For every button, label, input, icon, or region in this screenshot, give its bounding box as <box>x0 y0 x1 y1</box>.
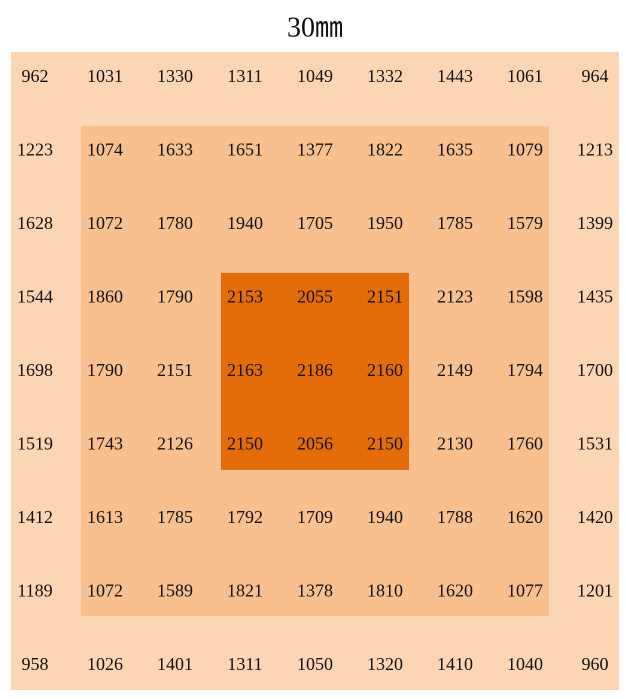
cell-value: 1940 <box>367 507 403 527</box>
cell-value: 1788 <box>437 507 473 527</box>
cell-value: 1579 <box>507 213 543 233</box>
cell-value: 1050 <box>297 654 333 674</box>
cell-value: 1332 <box>367 66 403 86</box>
cell-value: 1790 <box>157 287 193 307</box>
cell-value: 1189 <box>17 581 52 601</box>
cell-value: 1785 <box>157 507 193 527</box>
cell-value: 1420 <box>577 507 613 527</box>
cell-value: 1378 <box>297 581 333 601</box>
cell-value: 1628 <box>17 213 53 233</box>
cell-value: 1698 <box>17 360 53 380</box>
cell-value: 1061 <box>507 66 543 86</box>
cell-value: 1790 <box>87 360 123 380</box>
cell-value: 1950 <box>367 213 403 233</box>
cell-value: 1410 <box>437 654 473 674</box>
cell-value: 1794 <box>507 360 543 380</box>
cell-value: 2150 <box>367 434 403 454</box>
cell-value: 1213 <box>577 140 613 160</box>
cell-value: 2160 <box>367 360 403 380</box>
cell-value: 1377 <box>297 140 333 160</box>
cell-value: 1320 <box>367 654 403 674</box>
cell-value: 960 <box>582 654 609 674</box>
cell-value: 1040 <box>507 654 543 674</box>
cell-value: 1760 <box>507 434 543 454</box>
cell-value: 958 <box>22 654 49 674</box>
cell-value: 1785 <box>437 213 473 233</box>
cell-value: 1026 <box>87 654 123 674</box>
cell-value: 2130 <box>437 434 473 454</box>
cell-value: 1821 <box>227 581 263 601</box>
cell-value: 1079 <box>507 140 543 160</box>
cell-value: 1531 <box>577 434 613 454</box>
cell-value: 1072 <box>87 581 123 601</box>
cell-value: 1031 <box>87 66 123 86</box>
cell-value: 2149 <box>437 360 473 380</box>
cell-value: 1201 <box>577 581 613 601</box>
cell-value: 1412 <box>17 507 53 527</box>
cell-value: 1544 <box>17 287 53 307</box>
cell-value: 1330 <box>157 66 193 86</box>
cell-value: 1860 <box>87 287 123 307</box>
cell-value: 2123 <box>437 287 473 307</box>
cell-value: 1435 <box>577 287 613 307</box>
cell-value: 1822 <box>367 140 403 160</box>
cell-value: 1940 <box>227 213 263 233</box>
inner-zone <box>221 273 409 470</box>
cell-value: 1743 <box>87 434 123 454</box>
cell-value: 1519 <box>17 434 53 454</box>
cell-value: 1311 <box>227 66 262 86</box>
cell-value: 1613 <box>87 507 123 527</box>
cell-value: 2150 <box>227 434 263 454</box>
cell-value: 1589 <box>157 581 193 601</box>
cell-value: 1223 <box>17 140 53 160</box>
cell-value: 1792 <box>227 507 263 527</box>
cell-value: 1072 <box>87 213 123 233</box>
cell-value: 962 <box>22 66 49 86</box>
cell-value: 1443 <box>437 66 473 86</box>
cell-value: 1651 <box>227 140 263 160</box>
title: 30㎜ <box>287 12 343 43</box>
cell-value: 2126 <box>157 434 193 454</box>
cell-value: 1311 <box>227 654 262 674</box>
cell-value: 964 <box>582 66 609 86</box>
cell-value: 1633 <box>157 140 193 160</box>
cell-value: 2055 <box>297 287 333 307</box>
cell-value: 2151 <box>157 360 193 380</box>
cell-value: 2163 <box>227 360 263 380</box>
cell-value: 1074 <box>87 140 123 160</box>
cell-value: 1399 <box>577 213 613 233</box>
cell-value: 1401 <box>157 654 193 674</box>
cell-value: 1810 <box>367 581 403 601</box>
cell-value: 1635 <box>437 140 473 160</box>
cell-value: 1049 <box>297 66 333 86</box>
cell-value: 1780 <box>157 213 193 233</box>
cell-value: 1620 <box>437 581 473 601</box>
cell-value: 2151 <box>367 287 403 307</box>
cell-value: 1620 <box>507 507 543 527</box>
cell-value: 1700 <box>577 360 613 380</box>
cell-value: 1709 <box>297 507 333 527</box>
cell-value: 1077 <box>507 581 543 601</box>
cell-value: 2186 <box>297 360 333 380</box>
cell-value: 1598 <box>507 287 543 307</box>
cell-value: 2153 <box>227 287 263 307</box>
cell-value: 2056 <box>297 434 333 454</box>
cell-value: 1705 <box>297 213 333 233</box>
